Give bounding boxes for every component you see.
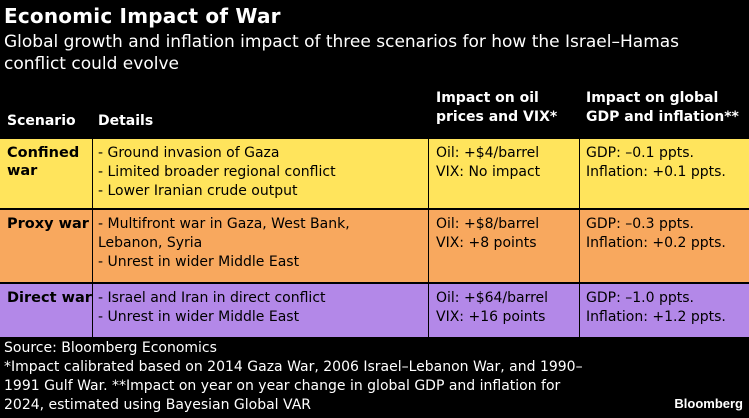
gdp-value: GDP: –0.3 ppts. xyxy=(586,216,694,232)
gdp-cell: GDP: –0.1 ppts. Inflation: +0.1 ppts. xyxy=(580,139,749,208)
header-gdp: Impact on global GDP and inflation** xyxy=(586,90,739,125)
details-line: - Multifront war in Gaza, West Bank, Leb… xyxy=(98,216,350,251)
table-row-confined: Confined war - Ground invasion of Gaza -… xyxy=(0,139,749,208)
inflation-value: Inflation: +1.2 ppts. xyxy=(586,309,726,325)
oil-cell: Oil: +$4/barrel VIX: No impact xyxy=(429,139,579,208)
source-note: Source: Bloomberg Economics xyxy=(4,340,217,356)
scenario-label: Proxy war xyxy=(7,216,89,232)
oil-cell: Oil: +$8/barrel VIX: +8 points xyxy=(429,210,579,282)
gdp-value: GDP: –1.0 ppts. xyxy=(586,290,694,306)
scenario-cell: Confined war xyxy=(0,139,92,208)
header-scenario: Scenario xyxy=(7,113,76,129)
inflation-value: Inflation: +0.2 ppts. xyxy=(586,235,726,251)
scenario-label: Direct war xyxy=(7,290,92,306)
oil-value: Oil: +$64/barrel xyxy=(436,290,549,306)
oil-value: Oil: +$4/barrel xyxy=(436,145,540,161)
oil-cell: Oil: +$64/barrel VIX: +16 points xyxy=(429,284,579,337)
details-line: - Limited broader regional conflict xyxy=(98,164,336,180)
details-line: - Israel and Iran in direct conflict xyxy=(98,290,326,306)
chart-title: Economic Impact of War xyxy=(4,4,281,28)
details-line: - Ground invasion of Gaza xyxy=(98,145,280,161)
chart-subtitle: Global growth and inflation impact of th… xyxy=(4,32,680,74)
vix-value: VIX: No impact xyxy=(436,164,541,180)
vix-value: VIX: +8 points xyxy=(436,235,537,251)
details-line: - Unrest in wider Middle East xyxy=(98,309,300,325)
gdp-cell: GDP: –1.0 ppts. Inflation: +1.2 ppts. xyxy=(580,284,749,337)
scenario-label: Confined war xyxy=(7,145,80,179)
inflation-value: Inflation: +0.1 ppts. xyxy=(586,164,726,180)
footnote: *Impact calibrated based on 2014 Gaza Wa… xyxy=(4,359,583,413)
bloomberg-logo: Bloomberg xyxy=(674,396,743,411)
details-line: - Lower Iranian crude output xyxy=(98,183,298,199)
details-cell: - Israel and Iran in direct conflict - U… xyxy=(93,284,428,337)
oil-value: Oil: +$8/barrel xyxy=(436,216,540,232)
details-cell: - Ground invasion of Gaza - Limited broa… xyxy=(93,139,428,208)
header-oil: Impact on oil prices and VIX* xyxy=(436,90,558,125)
table-row-proxy: Proxy war - Multifront war in Gaza, West… xyxy=(0,210,749,282)
scenario-cell: Direct war xyxy=(0,284,92,337)
scenario-cell: Proxy war xyxy=(0,210,92,282)
header-details: Details xyxy=(98,113,154,129)
table-row-direct: Direct war - Israel and Iran in direct c… xyxy=(0,284,749,337)
details-cell: - Multifront war in Gaza, West Bank, Leb… xyxy=(93,210,428,282)
details-line: - Unrest in wider Middle East xyxy=(98,254,300,270)
vix-value: VIX: +16 points xyxy=(436,309,546,325)
gdp-value: GDP: –0.1 ppts. xyxy=(586,145,694,161)
gdp-cell: GDP: –0.3 ppts. Inflation: +0.2 ppts. xyxy=(580,210,749,282)
